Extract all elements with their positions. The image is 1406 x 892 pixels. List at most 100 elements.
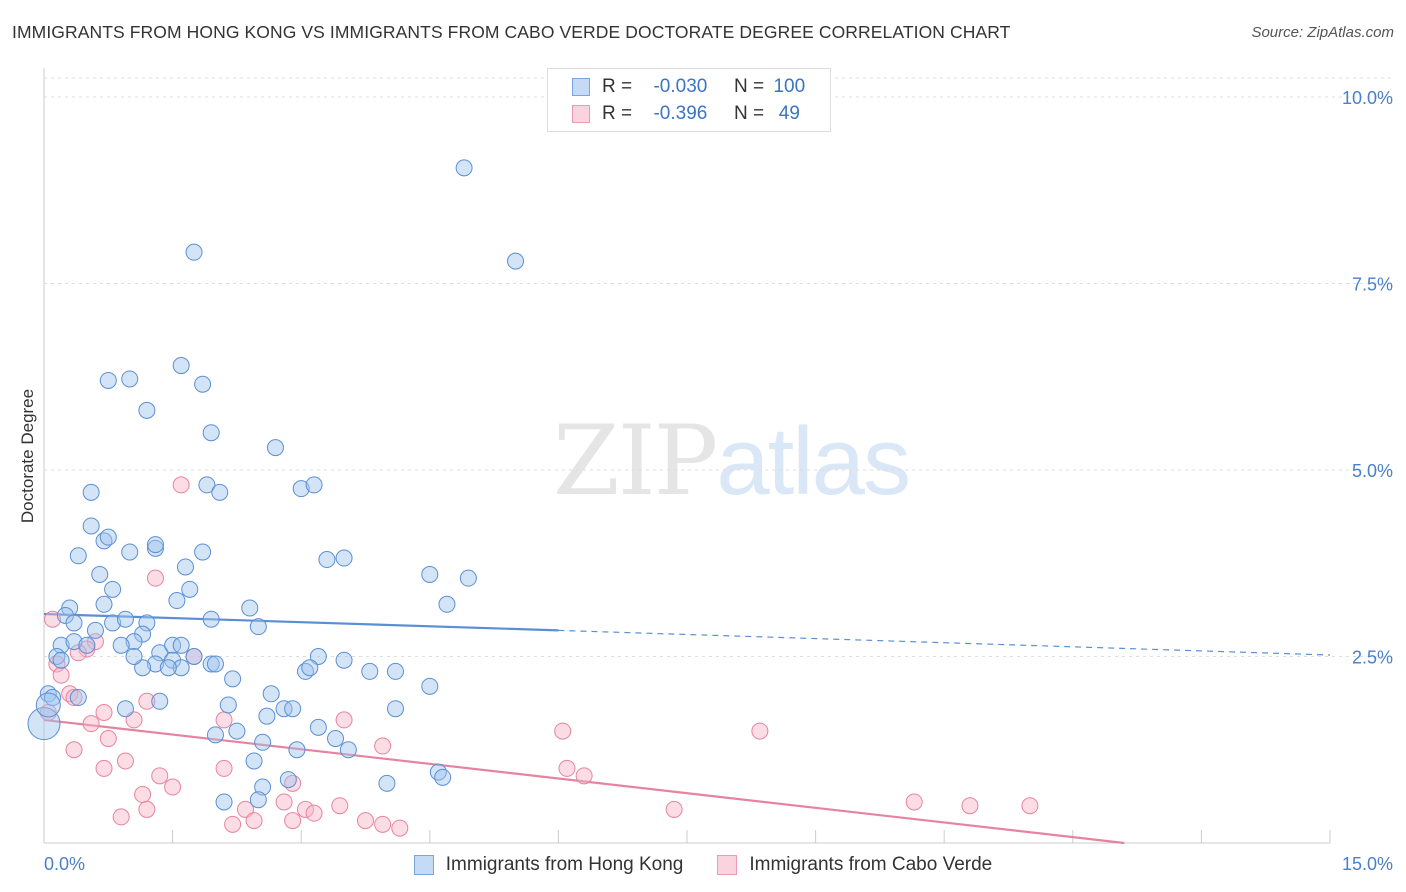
data-point-hong-kong [125, 648, 143, 665]
chart-title: IMMIGRANTS FROM HONG KONG VS IMMIGRANTS … [12, 22, 1011, 42]
data-point-cabo-verde [52, 666, 70, 684]
trend-line-hong-kong [43, 612, 559, 632]
data-point-hong-kong [318, 551, 336, 569]
data-point-cabo-verde [1021, 797, 1039, 815]
data-point-hong-kong [82, 483, 100, 501]
data-point-hong-kong [292, 480, 310, 498]
data-point-hong-kong [104, 580, 122, 598]
legend-r-value-cabo-verde: -0.396 [653, 103, 708, 124]
y-tick-label: 5.0% [1352, 461, 1393, 481]
data-point-hong-kong [56, 606, 74, 624]
data-point-cabo-verde [374, 737, 392, 755]
data-point-hong-kong [44, 689, 62, 707]
legend-swatch-cabo-verde [572, 105, 590, 123]
watermark-atlas: atlas [716, 408, 911, 515]
legend-row-cabo-verde: R = -0.396 N = 49 [572, 102, 809, 126]
data-point-hong-kong [202, 424, 220, 442]
data-point-hong-kong [134, 625, 152, 643]
data-point-hong-kong [168, 592, 186, 610]
data-point-hong-kong [99, 371, 117, 389]
data-point-hong-kong [241, 599, 259, 617]
data-point-cabo-verde [961, 797, 979, 815]
data-point-hong-kong [138, 614, 156, 632]
data-point-hong-kong [86, 621, 104, 639]
data-point-hong-kong [185, 243, 203, 261]
data-point-hong-kong [219, 696, 237, 714]
legend-r-value-hong-kong: -0.030 [653, 76, 708, 97]
data-point-cabo-verde [134, 786, 152, 804]
data-point-hong-kong [116, 610, 134, 628]
legend-r-label: R = [602, 103, 633, 124]
data-point-hong-kong [69, 547, 87, 565]
data-point-hong-kong [198, 476, 216, 494]
data-point-cabo-verde [78, 640, 96, 658]
data-point-hong-kong [455, 159, 473, 177]
data-point-hong-kong [194, 543, 212, 561]
data-point-cabo-verde [331, 797, 349, 815]
data-point-hong-kong [181, 580, 199, 598]
data-point-hong-kong [138, 401, 156, 419]
data-point-cabo-verde [95, 759, 113, 777]
series-legend: Immigrants from Hong Kong Immigrants fro… [0, 851, 1406, 879]
data-point-cabo-verde [69, 644, 87, 662]
legend-item-hong-kong[interactable]: Immigrants from Hong Kong [413, 854, 683, 876]
data-point-hong-kong [27, 707, 61, 741]
data-point-cabo-verde [751, 722, 769, 740]
data-point-hong-kong [275, 700, 293, 718]
data-point-hong-kong [65, 633, 83, 651]
data-point-cabo-verde [138, 800, 156, 818]
data-point-hong-kong [146, 655, 164, 673]
data-point-hong-kong [254, 733, 272, 751]
data-point-hong-kong [202, 655, 220, 673]
data-point-hong-kong [78, 636, 96, 654]
data-point-hong-kong [104, 614, 122, 632]
data-point-cabo-verde [335, 711, 353, 729]
data-point-hong-kong [335, 651, 353, 669]
data-point-cabo-verde [374, 815, 392, 833]
data-point-hong-kong [326, 730, 344, 748]
data-point-hong-kong [69, 689, 87, 707]
data-point-hong-kong [159, 659, 177, 677]
data-point-hong-kong [361, 662, 379, 680]
y-tick-label: 2.5% [1352, 648, 1393, 668]
data-point-hong-kong [211, 483, 229, 501]
legend-label-cabo-verde: Immigrants from Cabo Verde [749, 854, 993, 875]
legend-item-cabo-verde[interactable]: Immigrants from Cabo Verde [717, 854, 992, 876]
data-point-hong-kong [387, 662, 405, 680]
data-point-hong-kong [91, 565, 109, 583]
data-point-hong-kong [206, 726, 224, 744]
data-point-hong-kong [305, 476, 323, 494]
data-point-cabo-verde [296, 800, 314, 818]
data-point-hong-kong [134, 659, 152, 677]
data-point-cabo-verde [172, 476, 190, 494]
watermark-zip: ZIP [553, 405, 718, 517]
data-point-hong-kong [438, 595, 456, 613]
data-point-hong-kong [387, 700, 405, 718]
data-point-hong-kong [116, 700, 134, 718]
legend-n-label: N = [733, 76, 765, 97]
grid-layer [44, 77, 1395, 657]
data-point-hong-kong [378, 774, 396, 792]
watermark: ZIPatlas [553, 405, 911, 517]
data-point-cabo-verde [116, 752, 134, 770]
data-point-hong-kong [65, 614, 83, 632]
data-point-hong-kong [151, 692, 169, 710]
data-point-hong-kong [309, 718, 327, 736]
source-label: Source: ZipAtlas.com [1251, 24, 1394, 41]
data-point-hong-kong [262, 685, 280, 703]
points-layer [27, 159, 1039, 837]
data-point-cabo-verde [215, 759, 233, 777]
data-point-cabo-verde [95, 703, 113, 721]
data-point-cabo-verde [138, 692, 156, 710]
data-point-cabo-verde [305, 804, 323, 822]
data-point-hong-kong [146, 536, 164, 554]
data-point-cabo-verde [245, 812, 263, 830]
data-point-hong-kong [339, 741, 357, 759]
data-point-hong-kong [249, 618, 267, 636]
data-point-hong-kong [172, 659, 190, 677]
data-point-hong-kong [421, 677, 439, 695]
data-point-cabo-verde [146, 569, 164, 587]
data-point-hong-kong [121, 370, 139, 388]
data-point-hong-kong [125, 633, 143, 651]
data-point-cabo-verde [236, 800, 254, 818]
